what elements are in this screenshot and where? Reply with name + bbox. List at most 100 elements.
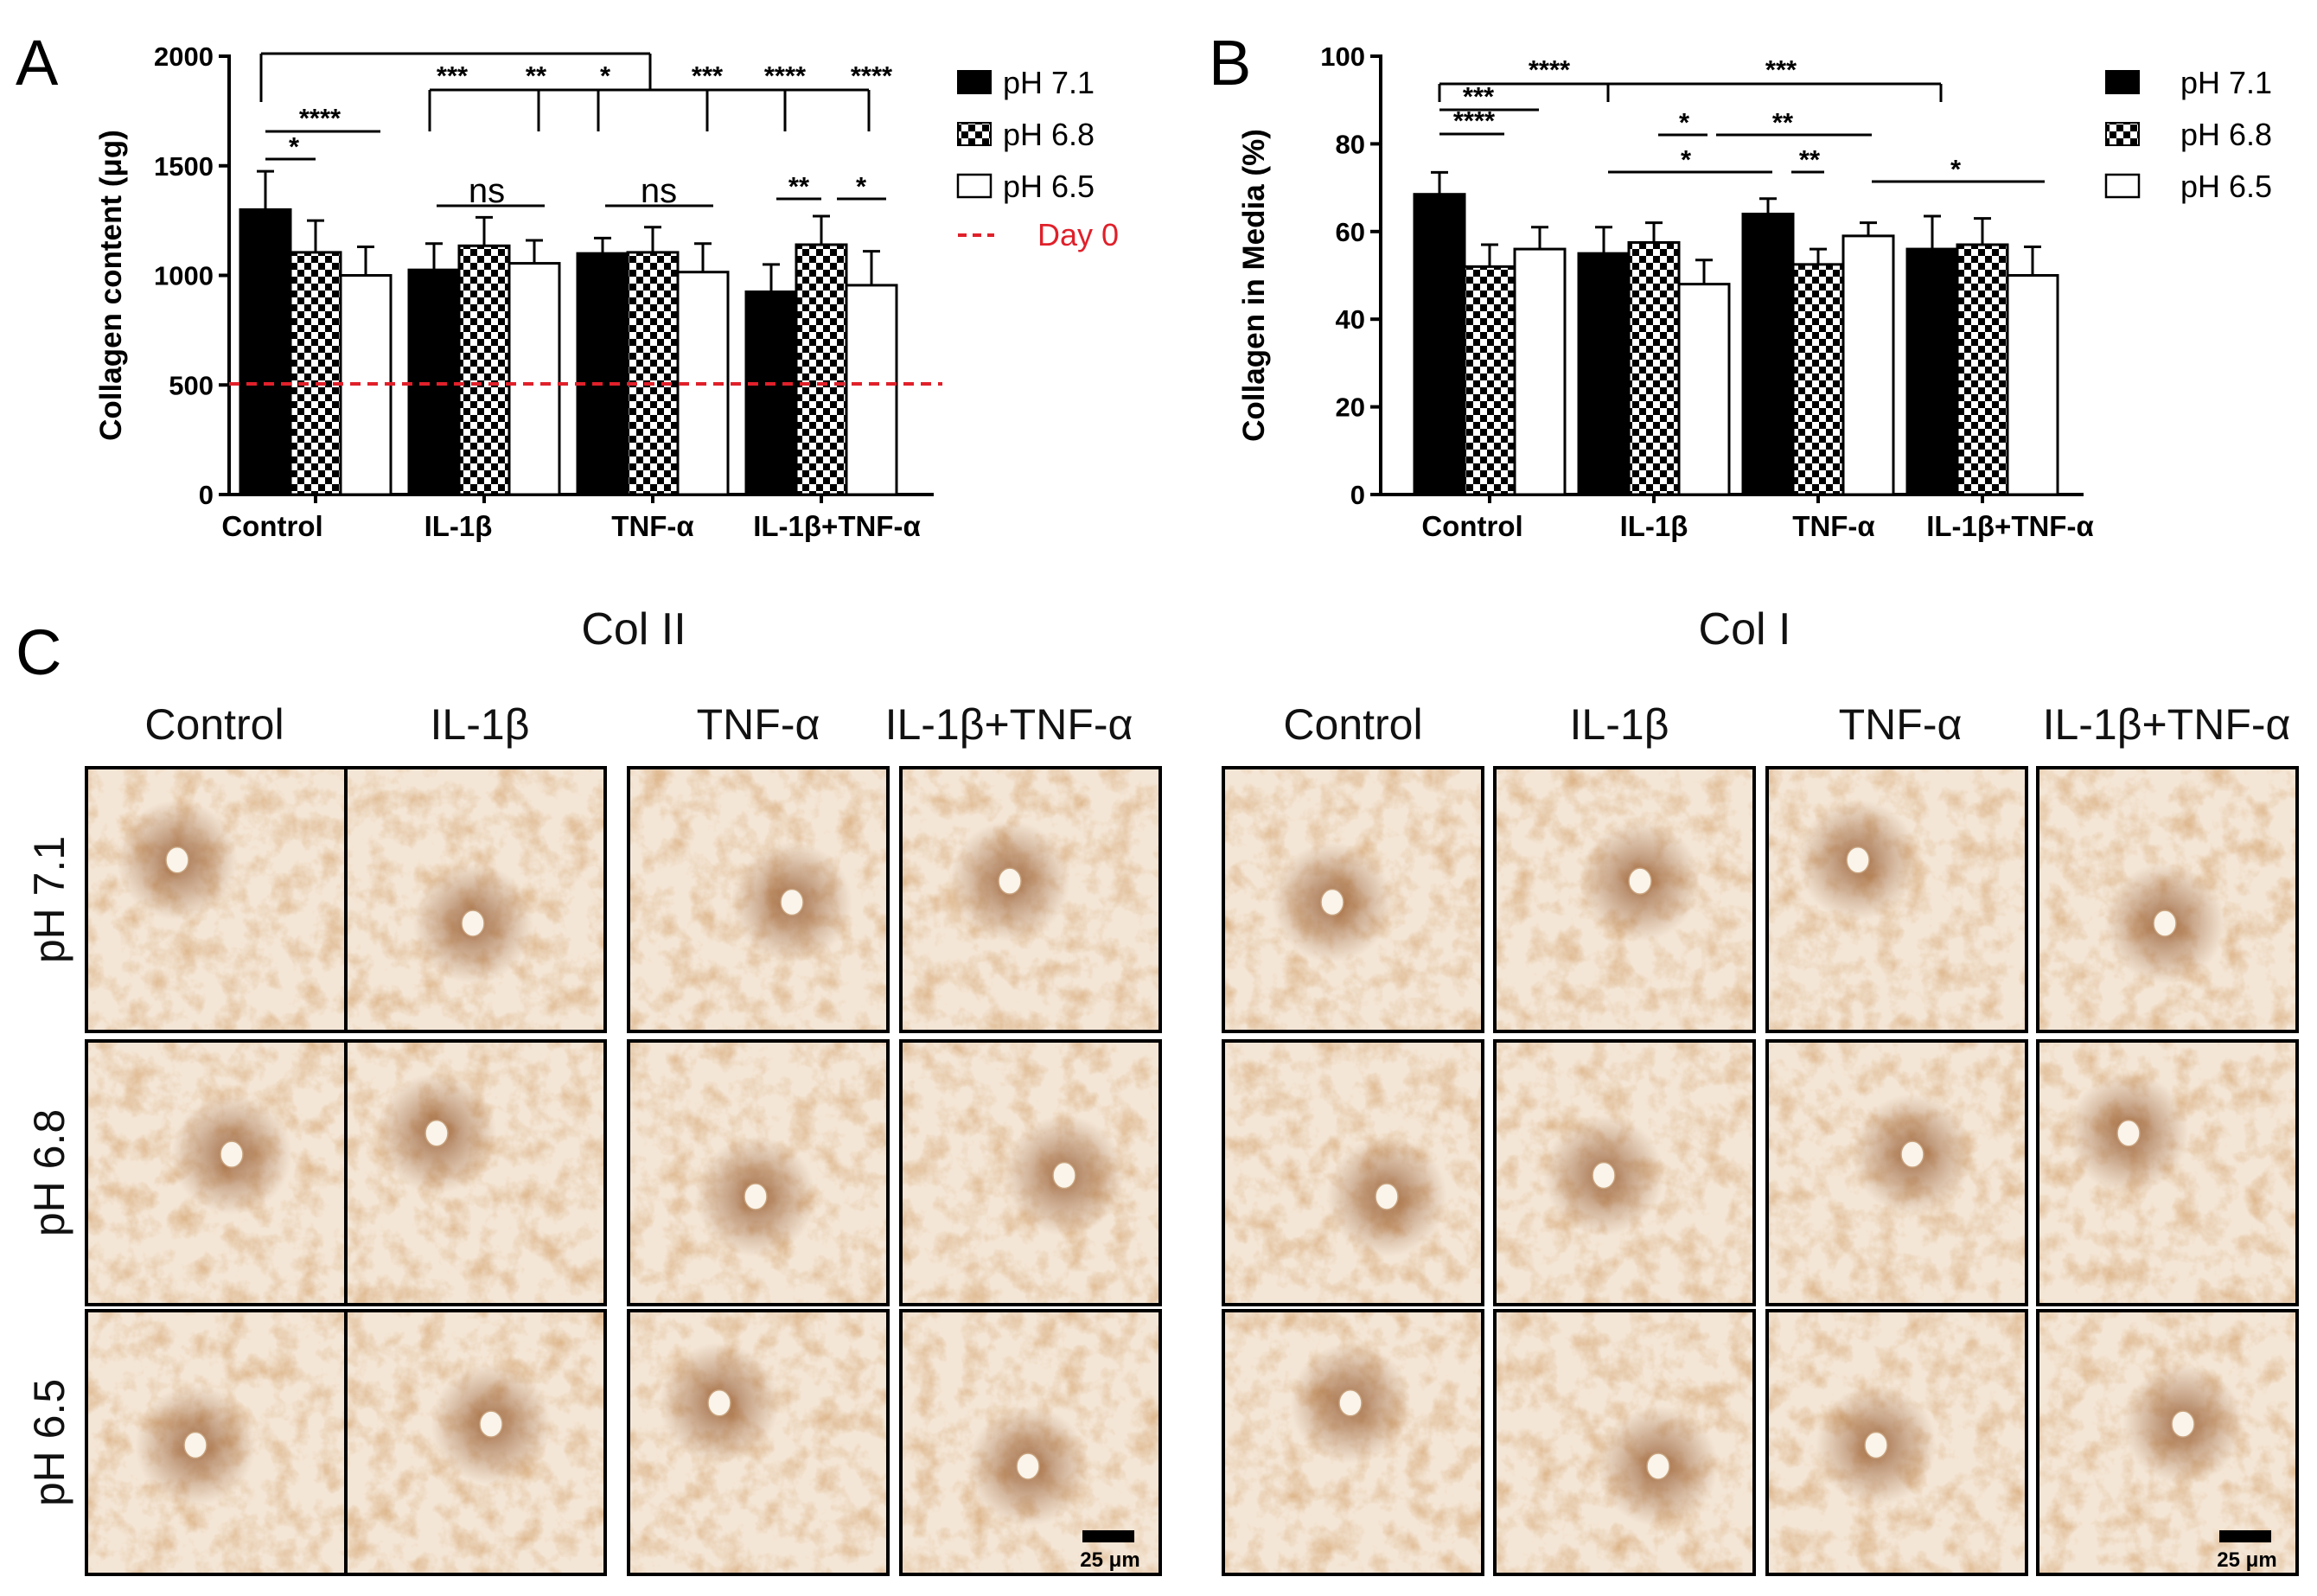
x-tick-label: IL-1β+TNF-α [753, 510, 921, 542]
tile-border [899, 1039, 1162, 1306]
micrograph-grid: Control IL-1β TNF-α IL-1β+TNF-α Control IL-1β… [25, 700, 2299, 1576]
bar-pH68-1 [1627, 240, 1681, 496]
cell-lacuna [1338, 1389, 1363, 1417]
y-tick-label: 1000 [154, 261, 214, 291]
significance-label: **** [764, 61, 807, 91]
significance-label: ** [1772, 107, 1794, 137]
micrograph-tile [627, 1309, 890, 1576]
micrograph-tile [899, 766, 1162, 1033]
legend-b: pH 7.1 pH 6.8 pH 6.5 [2104, 65, 2272, 204]
column-header: IL-1β [1570, 700, 1669, 749]
significance-label: *** [1765, 54, 1797, 85]
cell-lacuna [479, 1410, 503, 1438]
micrograph-tile [85, 766, 348, 1033]
legend-b-swatch-ph65 [2104, 173, 2141, 199]
micrograph-tile [1765, 1309, 2028, 1576]
micrograph-tile [2036, 766, 2299, 1033]
significance-label: ** [526, 61, 547, 91]
cell-lacuna [2153, 910, 2177, 937]
column-header: TNF-α [697, 700, 820, 749]
chart-b-ylabel: Collagen in Media (%) [1237, 129, 1271, 442]
micrograph-tile [85, 1039, 348, 1306]
cell-lacuna [424, 1120, 449, 1147]
panel-label-c: C [16, 616, 61, 688]
y-tick-label: 80 [1336, 129, 1365, 159]
tile-border [1222, 1039, 1484, 1306]
bar-pH65-3 [2006, 274, 2059, 496]
cell-lacuna [744, 1183, 768, 1210]
bar-pH68-1 [457, 244, 511, 496]
micrograph-tile [899, 1309, 1162, 1576]
micrograph-tile [1493, 1309, 1756, 1576]
column-header: TNF-α [1839, 700, 1963, 749]
y-tick-label: 2000 [154, 41, 214, 72]
tile-border [2036, 1039, 2299, 1306]
x-tick-label: Control [221, 510, 322, 542]
x-tick-label: IL-1β [1620, 510, 1688, 542]
micrograph-tile [627, 1039, 890, 1306]
cell-lacuna [1592, 1161, 1616, 1190]
x-tick-label: IL-1β+TNF-α [1926, 510, 2094, 542]
group-title-col2: Col II [581, 604, 686, 654]
tile-border [627, 766, 890, 1033]
bar-pH68-0 [289, 251, 342, 496]
x-tick-label: Control [1421, 510, 1522, 542]
significance-label: * [856, 171, 867, 201]
bar-pH71-1 [1577, 252, 1631, 496]
y-tick-label: 1500 [154, 151, 214, 182]
y-tick-label: 60 [1336, 217, 1365, 247]
x-tick-label: IL-1β [424, 510, 493, 542]
bar-pH68-2 [626, 251, 680, 496]
cell-lacuna [1864, 1431, 1888, 1459]
bar-pH71-2 [576, 252, 629, 496]
legend-label-day0: Day 0 [1037, 217, 1119, 252]
y-tick-label: 40 [1336, 304, 1365, 335]
micrograph-tile [2036, 1039, 2299, 1306]
tile-border [2036, 766, 2299, 1033]
tile-border [1765, 1039, 2028, 1306]
tile-border [344, 1309, 607, 1576]
significance-label: *** [1463, 81, 1495, 112]
significance-label: * [1950, 154, 1962, 184]
tile-border [344, 766, 607, 1033]
group-title-col1: Col I [1699, 604, 1791, 654]
cell-lacuna [1628, 867, 1652, 895]
bar-pH68-3 [795, 243, 848, 496]
cell-lacuna [707, 1389, 731, 1417]
column-header: Control [144, 700, 284, 749]
bar-pH71-3 [1905, 247, 1959, 496]
tile-border [1222, 766, 1484, 1033]
legend-b-label-ph65: pH 6.5 [2180, 169, 2272, 204]
tile-border [1493, 766, 1756, 1033]
micrograph-tile [344, 1309, 607, 1576]
micrograph-tile [85, 1309, 348, 1576]
significance-label: ns [641, 172, 677, 210]
significance-label: **** [299, 103, 341, 133]
cell-lacuna [220, 1140, 244, 1168]
bar-pH65-3 [845, 284, 898, 496]
row-header: pH 6.8 [25, 1109, 73, 1236]
bar-pH65-0 [339, 274, 393, 496]
panel-label-a: A [16, 27, 59, 99]
column-header: IL-1β+TNF-α [885, 700, 1133, 749]
cell-lacuna [2171, 1410, 2195, 1438]
tile-border [1222, 1309, 1484, 1576]
y-tick-label: 20 [1336, 393, 1365, 423]
legend-b-swatch-ph68 [2105, 122, 2140, 146]
micrograph-tile [1765, 766, 2028, 1033]
legend-a: pH 7.1 pH 6.8 pH 6.5 Day 0 [956, 65, 1119, 252]
legend-swatch-ph71 [957, 70, 992, 94]
legend-b-label-ph71: pH 7.1 [2180, 65, 2272, 100]
y-tick-label: 0 [1350, 480, 1365, 510]
legend-label-ph68: pH 6.8 [1003, 117, 1095, 152]
micrograph-tile [1493, 766, 1756, 1033]
cell-lacuna [1646, 1452, 1670, 1480]
significance-label: ** [1799, 144, 1821, 175]
row-header: pH 6.5 [25, 1379, 73, 1506]
micrograph-tile [899, 1039, 1162, 1306]
significance-label: *** [692, 61, 724, 91]
significance-label: * [600, 61, 611, 91]
tile-border [1765, 1309, 2028, 1576]
column-header: IL-1β+TNF-α [2043, 700, 2291, 749]
